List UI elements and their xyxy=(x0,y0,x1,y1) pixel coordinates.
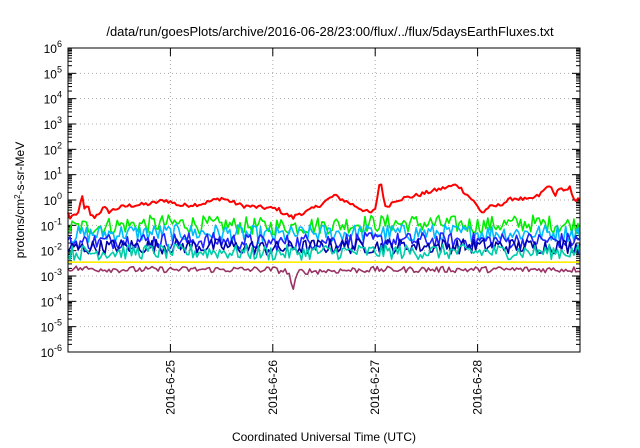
y-tick-base: 10 xyxy=(41,270,55,284)
y-axis-label-pre: protons/cm xyxy=(13,199,27,258)
y-tick-labels: 10-610-510-410-310-210-11001011021031041… xyxy=(41,39,62,360)
y-tick-label: 101 xyxy=(44,166,62,183)
plot-frame xyxy=(67,47,581,353)
series-line-2 xyxy=(67,214,581,236)
y-tick-exponent: -1 xyxy=(54,216,62,226)
series-line-4 xyxy=(67,231,581,252)
y-tick-exponent: 4 xyxy=(57,90,62,100)
y-tick-exponent: -2 xyxy=(54,242,62,252)
y-tick-label: 10-4 xyxy=(41,292,62,309)
y-tick-exponent: 1 xyxy=(57,166,62,176)
series-layer xyxy=(67,183,581,291)
x-tick-labels: 2016-6-25 2016-6-26 2016-6-27 2016-6-28 xyxy=(163,360,484,415)
y-tick-base: 10 xyxy=(44,194,58,208)
y-tick-exponent: -6 xyxy=(54,343,62,353)
y-tick-label: 106 xyxy=(44,39,62,56)
y-tick-label: 10-2 xyxy=(41,242,62,259)
series-line-1 xyxy=(67,183,581,220)
y-tick-exponent: 3 xyxy=(57,115,62,125)
y-tick-base: 10 xyxy=(44,118,58,132)
grid xyxy=(68,47,580,353)
x-tick-label: 2016-6-27 xyxy=(368,360,382,415)
y-tick-label: 105 xyxy=(44,64,62,81)
y-tick-label: 103 xyxy=(44,115,62,132)
x-tick-label: 2016-6-26 xyxy=(266,360,280,415)
y-tick-base: 10 xyxy=(41,295,55,309)
y-tick-base: 10 xyxy=(44,42,58,56)
y-tick-base: 10 xyxy=(41,219,55,233)
y-axis-label: protons/cm2-s-sr-MeV xyxy=(13,142,28,258)
chart-title: /data/run/goesPlots/archive/2016-06-28/2… xyxy=(106,24,554,39)
y-tick-exponent: -3 xyxy=(54,267,62,277)
y-tick-base: 10 xyxy=(41,321,55,335)
y-tick-base: 10 xyxy=(44,93,58,107)
y-tick-label: 10-1 xyxy=(41,216,62,233)
y-tick-exponent: 0 xyxy=(57,191,62,201)
y-axis-label-sup: 2 xyxy=(13,194,22,199)
x-axis-label: Coordinated Universal Time (UTC) xyxy=(232,430,416,444)
y-tick-base: 10 xyxy=(44,169,58,183)
y-tick-exponent: -4 xyxy=(54,292,62,302)
y-tick-label: 100 xyxy=(44,191,62,208)
y-tick-label: 10-3 xyxy=(41,267,62,284)
y-tick-exponent: 5 xyxy=(57,64,62,74)
series-line-8 xyxy=(67,265,581,291)
y-tick-exponent: -5 xyxy=(54,318,62,328)
y-tick-label: 10-5 xyxy=(41,318,62,335)
y-tick-label: 102 xyxy=(44,140,62,157)
x-tick-label: 2016-6-28 xyxy=(471,360,485,415)
y-tick-label: 104 xyxy=(44,90,62,107)
y-tick-label: 10-6 xyxy=(41,343,62,360)
y-tick-base: 10 xyxy=(44,67,58,81)
x-tick-label: 2016-6-25 xyxy=(163,360,177,415)
y-tick-base: 10 xyxy=(44,143,58,157)
y-tick-exponent: 2 xyxy=(57,140,62,150)
y-tick-base: 10 xyxy=(41,346,55,360)
series-line-6 xyxy=(67,243,581,261)
y-axis-label-post: -s-sr-MeV xyxy=(13,142,27,195)
y-tick-base: 10 xyxy=(41,245,55,259)
y-tick-exponent: 6 xyxy=(57,39,62,49)
